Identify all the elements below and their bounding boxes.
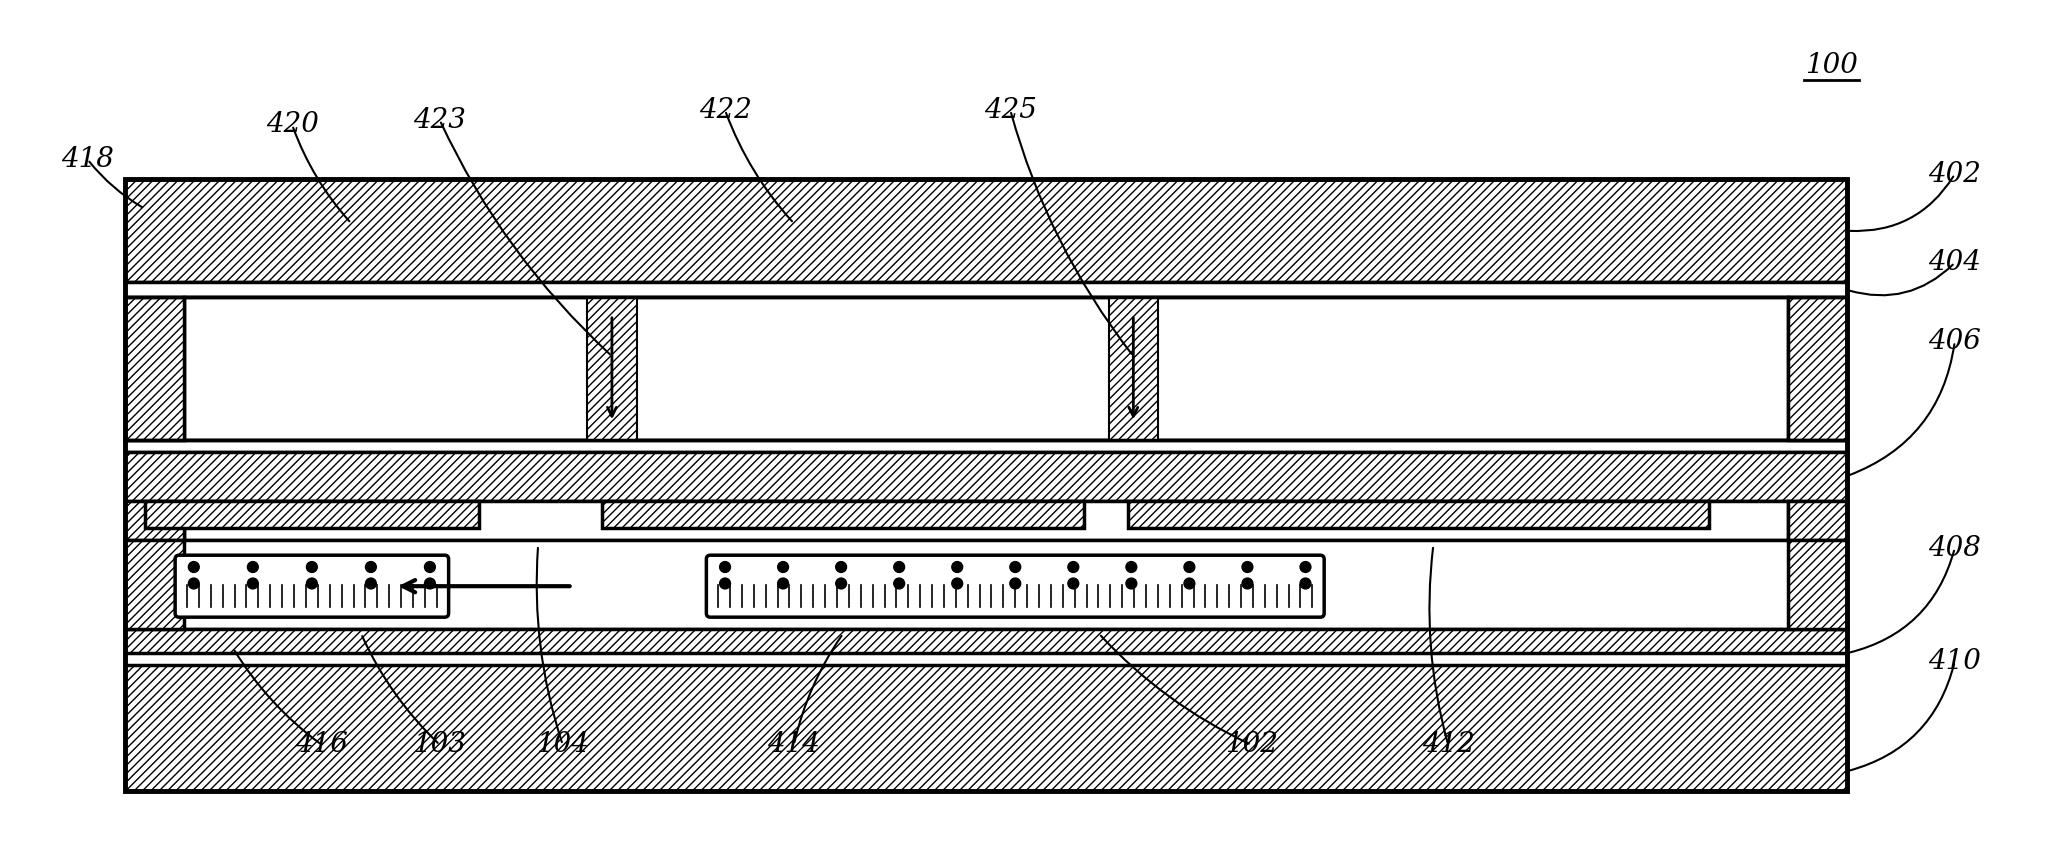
Bar [126,179,1846,791]
Circle shape [1011,578,1021,589]
Text: 425: 425 [984,97,1038,124]
Circle shape [1242,578,1252,589]
Circle shape [1184,562,1194,573]
Circle shape [1069,562,1079,573]
Bar [184,297,1787,440]
FancyBboxPatch shape [175,556,448,617]
Bar [588,297,637,440]
Text: 406: 406 [1929,328,1980,355]
Text: 418: 418 [62,146,113,173]
Circle shape [893,578,904,589]
Text: 404: 404 [1929,249,1980,276]
Bar [126,297,1846,440]
Circle shape [1300,562,1310,573]
Circle shape [365,562,375,573]
Text: 410: 410 [1929,648,1980,675]
Circle shape [1069,578,1079,589]
Circle shape [307,578,318,589]
Circle shape [951,562,963,573]
Bar [144,501,479,528]
Circle shape [1184,578,1194,589]
Circle shape [307,562,318,573]
Bar [126,179,1846,282]
Bar [126,628,1846,791]
Circle shape [778,578,788,589]
Text: 420: 420 [266,111,318,139]
Circle shape [1011,562,1021,573]
Circle shape [425,562,435,573]
Bar [1787,297,1846,440]
Bar [1787,501,1846,540]
Text: 100: 100 [1805,52,1859,80]
Text: 104: 104 [536,731,590,758]
Circle shape [1126,562,1137,573]
Bar [126,440,1846,452]
Circle shape [1126,578,1137,589]
Bar [126,653,1846,665]
Circle shape [188,562,200,573]
Circle shape [836,562,846,573]
Text: 423: 423 [413,107,466,134]
Bar [126,540,184,628]
Circle shape [248,578,258,589]
Text: 408: 408 [1929,534,1980,562]
Bar [1108,297,1157,440]
Circle shape [720,578,730,589]
Text: 412: 412 [1421,731,1475,758]
Bar [126,297,184,440]
Circle shape [425,578,435,589]
Bar [126,501,184,540]
Circle shape [365,578,375,589]
Circle shape [188,578,200,589]
Bar [184,501,1787,540]
Bar [602,501,1085,528]
Bar [1128,501,1708,528]
Bar [126,282,1846,297]
Circle shape [720,562,730,573]
Text: 414: 414 [767,731,821,758]
Text: 103: 103 [413,731,466,758]
Circle shape [1300,578,1310,589]
Circle shape [778,562,788,573]
Text: 416: 416 [295,731,349,758]
Circle shape [893,562,904,573]
Bar [126,540,1846,628]
Circle shape [248,562,258,573]
Circle shape [951,578,963,589]
Text: 402: 402 [1929,161,1980,187]
Circle shape [836,578,846,589]
Text: 422: 422 [699,97,751,124]
Bar [126,452,1846,501]
FancyBboxPatch shape [706,556,1324,617]
Bar [1787,540,1846,628]
Circle shape [1242,562,1252,573]
Text: 102: 102 [1225,731,1277,758]
